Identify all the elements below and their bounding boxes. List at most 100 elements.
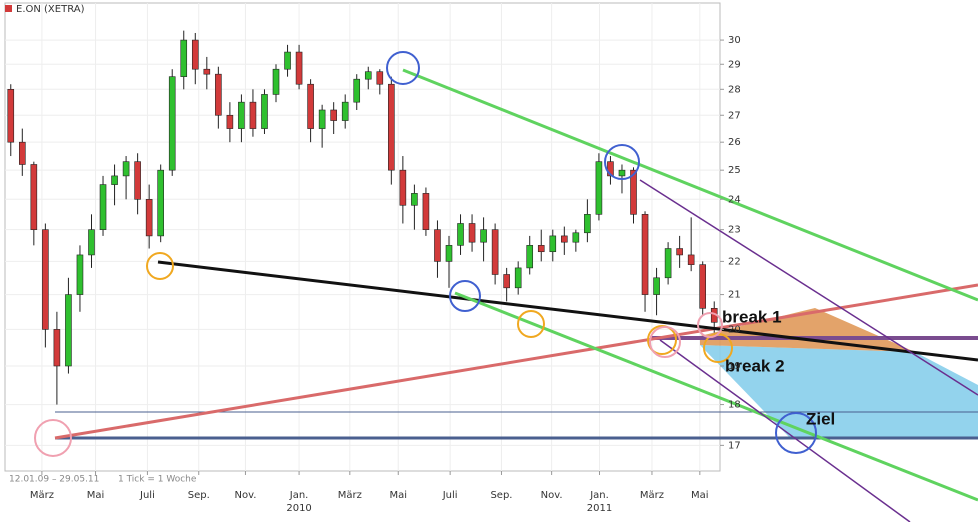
candle-body: [272, 68, 280, 95]
y-tick-label: 28: [728, 84, 741, 95]
candle-body: [191, 39, 199, 70]
x-tick-label: März: [640, 490, 664, 501]
circle: [775, 412, 817, 454]
candle-body: [238, 101, 245, 129]
circle: [34, 419, 72, 457]
channel-line: [659, 339, 911, 522]
circle: [647, 325, 677, 355]
x-tick-label: Mai: [87, 490, 105, 501]
x-tick-label: Juli: [442, 490, 458, 501]
candle-body: [434, 229, 441, 262]
candle-body: [168, 76, 176, 171]
candle-body: [353, 78, 361, 103]
candle-body: [307, 83, 314, 129]
circle: [517, 310, 545, 338]
candle-body: [480, 229, 487, 243]
break-zone: [700, 308, 915, 352]
x-tick-label: Nov.: [541, 490, 563, 501]
circle: [386, 51, 420, 85]
candle-body: [249, 101, 257, 129]
y-tick-label: 19: [728, 361, 741, 372]
candle-body: [261, 94, 268, 129]
circle: [649, 326, 681, 358]
candle-body: [65, 294, 72, 367]
y-tick-label: 22: [728, 256, 741, 267]
candle-body: [180, 39, 188, 77]
x-tick-label: März: [338, 490, 362, 501]
y-tick-label: 25: [728, 165, 741, 176]
annotation: break 1: [722, 307, 782, 326]
circle: [449, 280, 481, 312]
footer-range: 12.01.09 – 29.05.11: [9, 475, 99, 485]
candle-body: [330, 109, 337, 121]
year-label: 2010: [286, 503, 311, 514]
candle-body: [53, 329, 61, 367]
candle-body: [561, 235, 568, 243]
target-zone: [700, 345, 978, 438]
candle-body: [399, 169, 407, 206]
candle-body: [411, 193, 418, 206]
x-tick-label: Jan.: [589, 490, 609, 501]
footer-tick: 1 Tick = 1 Woche: [118, 475, 197, 485]
candle-body: [376, 71, 384, 85]
candle-body: [584, 214, 591, 234]
candle-body: [491, 229, 499, 275]
candle-body: [445, 245, 453, 262]
candle-body: [7, 89, 15, 143]
candle-body: [42, 229, 49, 330]
candle-body: [76, 254, 84, 295]
chart-title: E.ON (XETRA): [16, 4, 85, 15]
candle-body: [595, 161, 603, 215]
y-tick-label: 23: [728, 225, 741, 236]
x-tick-label: Sep.: [188, 490, 210, 501]
candle-body: [295, 51, 303, 85]
candle-body: [653, 277, 660, 295]
candle-body: [30, 164, 38, 230]
trend-line: [54, 283, 978, 440]
plot-frame: [4, 2, 721, 472]
candle-body: [203, 68, 211, 75]
channel-line: [639, 179, 978, 396]
y-tick-label: 30: [728, 35, 741, 46]
candle-body: [99, 184, 107, 230]
candle-body: [284, 51, 291, 70]
year-label: 2011: [587, 503, 612, 514]
y-tick-label: 24: [728, 194, 741, 205]
candle-body: [111, 175, 118, 185]
channel-line: [402, 68, 978, 302]
candle-body: [422, 193, 430, 230]
y-tick-label: 29: [728, 59, 741, 70]
candle-body: [215, 73, 222, 116]
candle-body: [526, 245, 534, 269]
candle-body: [88, 229, 95, 256]
x-tick-label: Mai: [691, 490, 709, 501]
annotation: break 2: [725, 356, 785, 375]
x-tick-label: März: [30, 490, 54, 501]
candle-body: [630, 169, 637, 215]
candle-body: [122, 161, 130, 177]
candle-body: [537, 245, 545, 253]
candle-body: [134, 161, 141, 200]
x-tick-label: Nov.: [234, 490, 256, 501]
candle-body: [157, 169, 164, 237]
candle-body: [514, 267, 522, 289]
candle-body: [145, 198, 153, 237]
candle-body: [457, 223, 464, 246]
candle-body: [687, 254, 695, 265]
candle-body: [676, 248, 683, 256]
y-tick-label: 26: [728, 137, 741, 148]
y-tick-label: 21: [728, 290, 741, 301]
candle-body: [549, 235, 557, 253]
circles: [34, 51, 817, 457]
candle-body: [468, 223, 476, 243]
y-tick-label: 27: [728, 110, 741, 121]
y-tick-label: 18: [728, 400, 741, 411]
x-tick-label: Jan.: [289, 490, 309, 501]
candles: [7, 30, 718, 405]
circle: [604, 144, 640, 180]
drawings: break 1 break 2 Ziel: [34, 51, 978, 522]
candle-body: [572, 232, 580, 243]
trend-line: [157, 260, 978, 362]
